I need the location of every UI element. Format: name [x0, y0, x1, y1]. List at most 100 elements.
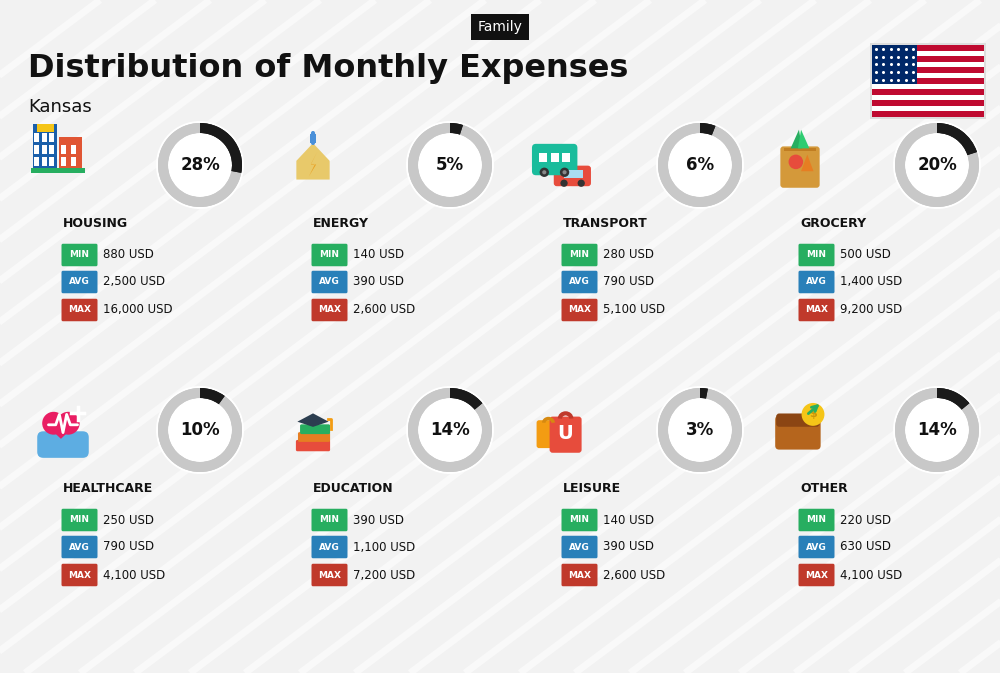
Text: 140 USD: 140 USD: [353, 248, 404, 262]
Bar: [59, 137, 82, 170]
Wedge shape: [937, 388, 969, 410]
Text: MAX: MAX: [318, 571, 341, 579]
Bar: [539, 153, 547, 162]
FancyBboxPatch shape: [37, 431, 89, 458]
Bar: [33, 125, 57, 170]
Circle shape: [656, 386, 744, 474]
Text: Distribution of Monthly Expenses: Distribution of Monthly Expenses: [28, 53, 628, 84]
Circle shape: [907, 135, 967, 195]
FancyBboxPatch shape: [562, 299, 598, 321]
Wedge shape: [450, 123, 463, 135]
Wedge shape: [658, 123, 742, 207]
Wedge shape: [200, 123, 242, 173]
Bar: [872, 78, 984, 83]
Circle shape: [562, 170, 567, 174]
Text: GROCERY: GROCERY: [800, 217, 866, 230]
Wedge shape: [200, 123, 242, 173]
Text: AVG: AVG: [806, 542, 827, 551]
Wedge shape: [700, 123, 715, 135]
Circle shape: [57, 412, 80, 435]
Text: MIN: MIN: [70, 516, 90, 524]
FancyBboxPatch shape: [562, 271, 598, 293]
Wedge shape: [408, 123, 492, 207]
Wedge shape: [937, 123, 977, 155]
Bar: [872, 50, 984, 56]
Text: 220 USD: 220 USD: [840, 513, 891, 526]
Text: MIN: MIN: [70, 250, 90, 260]
Wedge shape: [895, 388, 979, 472]
Text: 4,100 USD: 4,100 USD: [840, 569, 902, 581]
FancyBboxPatch shape: [554, 166, 591, 186]
Text: AVG: AVG: [319, 277, 340, 287]
Text: LEISURE: LEISURE: [563, 482, 621, 495]
Text: 1,400 USD: 1,400 USD: [840, 275, 902, 289]
Wedge shape: [408, 388, 492, 472]
Bar: [34, 157, 39, 166]
Bar: [49, 145, 54, 154]
Text: AVG: AVG: [569, 542, 590, 551]
Circle shape: [540, 168, 549, 177]
Wedge shape: [158, 388, 242, 472]
FancyBboxPatch shape: [300, 425, 330, 434]
Text: 14%: 14%: [917, 421, 957, 439]
Wedge shape: [658, 123, 742, 207]
Text: MAX: MAX: [805, 571, 828, 579]
Text: $: $: [809, 409, 817, 419]
FancyBboxPatch shape: [298, 432, 330, 442]
Text: 280 USD: 280 USD: [603, 248, 654, 262]
Wedge shape: [700, 388, 708, 398]
Wedge shape: [658, 388, 742, 472]
FancyBboxPatch shape: [61, 536, 97, 558]
Bar: [551, 153, 559, 162]
FancyBboxPatch shape: [61, 564, 97, 586]
Bar: [34, 145, 39, 154]
Text: 5,100 USD: 5,100 USD: [603, 304, 665, 316]
Circle shape: [670, 400, 730, 460]
Text: 2,600 USD: 2,600 USD: [353, 304, 415, 316]
Text: 880 USD: 880 USD: [103, 248, 154, 262]
Wedge shape: [700, 123, 715, 135]
Text: AVG: AVG: [806, 277, 827, 287]
Bar: [872, 73, 984, 78]
FancyBboxPatch shape: [312, 271, 348, 293]
Wedge shape: [658, 388, 742, 472]
Text: 28%: 28%: [180, 156, 220, 174]
Text: 6%: 6%: [686, 156, 714, 174]
Text: MIN: MIN: [320, 516, 340, 524]
Circle shape: [789, 155, 803, 169]
Text: MIN: MIN: [806, 516, 826, 524]
Bar: [872, 112, 984, 117]
Wedge shape: [158, 123, 242, 207]
Text: 1,100 USD: 1,100 USD: [353, 540, 415, 553]
Bar: [784, 148, 816, 151]
Text: Family: Family: [478, 20, 522, 34]
Circle shape: [670, 135, 730, 195]
Polygon shape: [309, 152, 317, 176]
Bar: [872, 83, 984, 90]
Text: 5%: 5%: [436, 156, 464, 174]
Bar: [71, 145, 76, 154]
Circle shape: [560, 168, 569, 177]
Circle shape: [420, 135, 480, 195]
Bar: [872, 67, 984, 73]
Wedge shape: [895, 123, 979, 207]
Text: 9,200 USD: 9,200 USD: [840, 304, 902, 316]
FancyBboxPatch shape: [61, 271, 97, 293]
Circle shape: [406, 121, 494, 209]
Bar: [61, 157, 66, 166]
Text: 390 USD: 390 USD: [353, 275, 404, 289]
Wedge shape: [895, 388, 979, 472]
FancyBboxPatch shape: [312, 244, 348, 267]
FancyBboxPatch shape: [798, 509, 835, 531]
Bar: [872, 62, 984, 67]
Bar: [42, 145, 47, 154]
FancyBboxPatch shape: [775, 416, 821, 450]
Circle shape: [420, 400, 480, 460]
FancyBboxPatch shape: [562, 244, 598, 267]
FancyBboxPatch shape: [780, 147, 820, 188]
Wedge shape: [408, 388, 492, 472]
Text: MAX: MAX: [568, 306, 591, 314]
FancyBboxPatch shape: [537, 420, 560, 448]
Wedge shape: [158, 388, 242, 472]
Text: 3%: 3%: [686, 421, 714, 439]
